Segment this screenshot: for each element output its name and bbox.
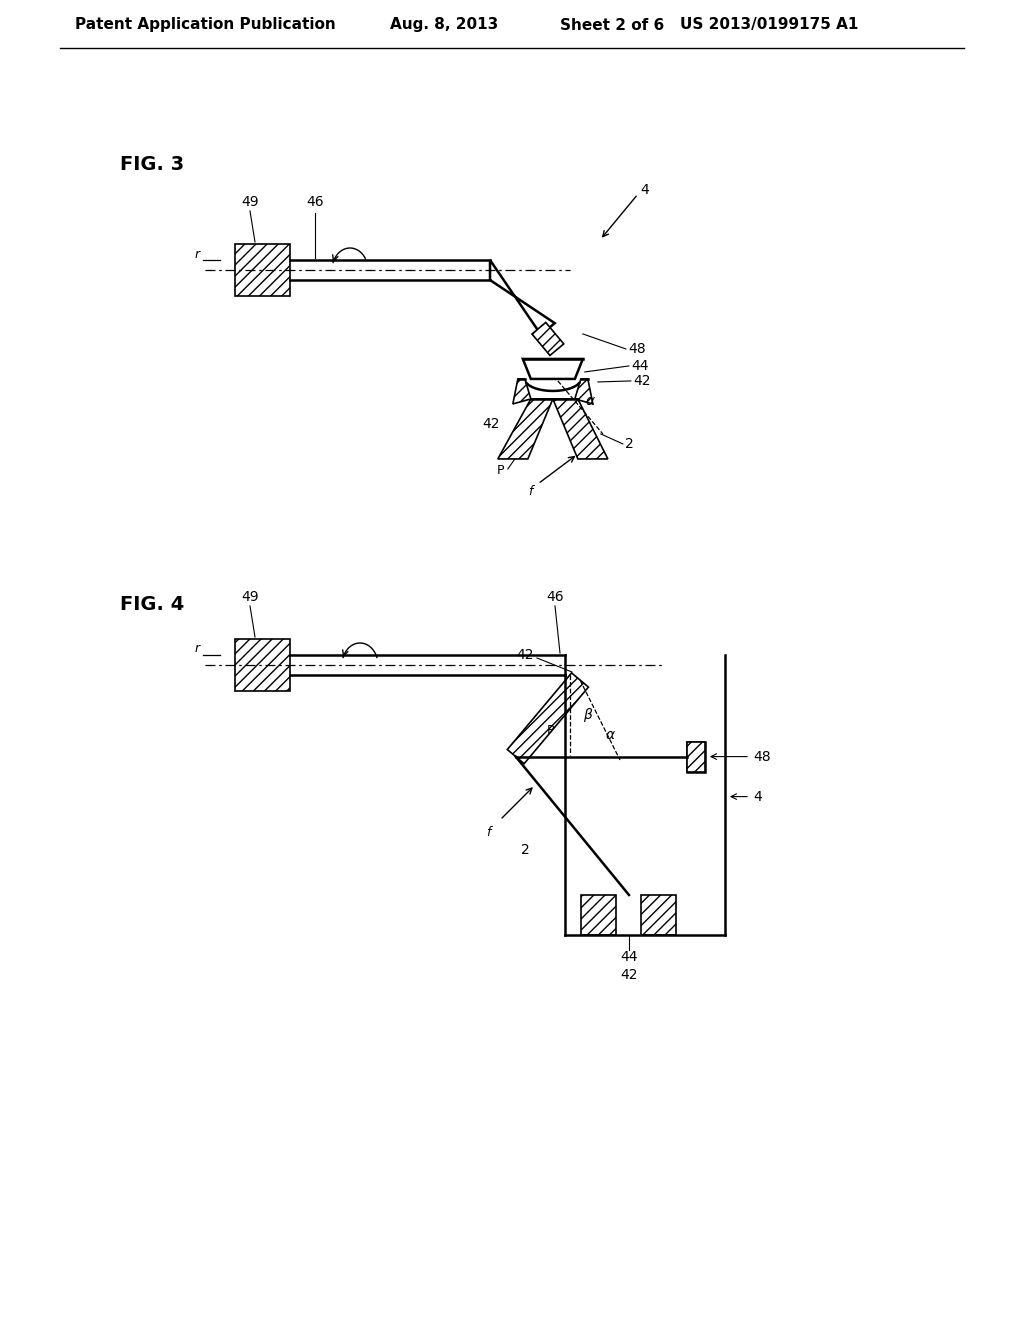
Polygon shape [531, 322, 564, 355]
Text: r: r [195, 248, 200, 260]
Text: f: f [485, 825, 490, 838]
Bar [234, 244, 290, 296]
Text: 2: 2 [625, 437, 634, 451]
Text: $\alpha$: $\alpha$ [604, 729, 615, 742]
Polygon shape [523, 359, 583, 379]
Text: 48: 48 [628, 342, 645, 356]
Polygon shape [513, 379, 530, 404]
Text: 44: 44 [621, 950, 638, 964]
Text: 2: 2 [520, 843, 529, 857]
Text: 42: 42 [621, 968, 638, 982]
Text: Aug. 8, 2013: Aug. 8, 2013 [390, 17, 499, 33]
Text: 42: 42 [516, 648, 534, 663]
Polygon shape [687, 742, 705, 772]
Text: FIG. 4: FIG. 4 [120, 595, 184, 615]
Text: f: f [527, 486, 532, 499]
Polygon shape [641, 895, 676, 935]
Text: 46: 46 [306, 195, 324, 209]
Bar [234, 639, 290, 690]
Text: US 2013/0199175 A1: US 2013/0199175 A1 [680, 17, 858, 33]
Polygon shape [553, 399, 608, 459]
Text: Patent Application Publication: Patent Application Publication [75, 17, 336, 33]
Text: 4: 4 [753, 789, 762, 804]
Polygon shape [687, 742, 705, 772]
Text: Sheet 2 of 6: Sheet 2 of 6 [560, 17, 665, 33]
Polygon shape [581, 895, 616, 935]
Text: P: P [546, 723, 554, 737]
Text: 48: 48 [753, 750, 771, 763]
Text: 49: 49 [242, 195, 259, 209]
Text: 42: 42 [482, 417, 500, 430]
Text: $\beta$: $\beta$ [583, 706, 593, 723]
Text: $\alpha$: $\alpha$ [586, 393, 596, 408]
Text: P: P [497, 465, 505, 478]
Text: 4: 4 [640, 183, 649, 197]
Polygon shape [574, 379, 593, 404]
Text: FIG. 3: FIG. 3 [120, 156, 184, 174]
Text: 46: 46 [546, 590, 564, 605]
Polygon shape [498, 399, 553, 459]
Polygon shape [490, 260, 555, 335]
Polygon shape [507, 673, 589, 764]
Text: 44: 44 [631, 359, 648, 374]
Text: 42: 42 [633, 374, 650, 388]
Text: 49: 49 [242, 590, 259, 605]
Text: r: r [195, 643, 200, 656]
